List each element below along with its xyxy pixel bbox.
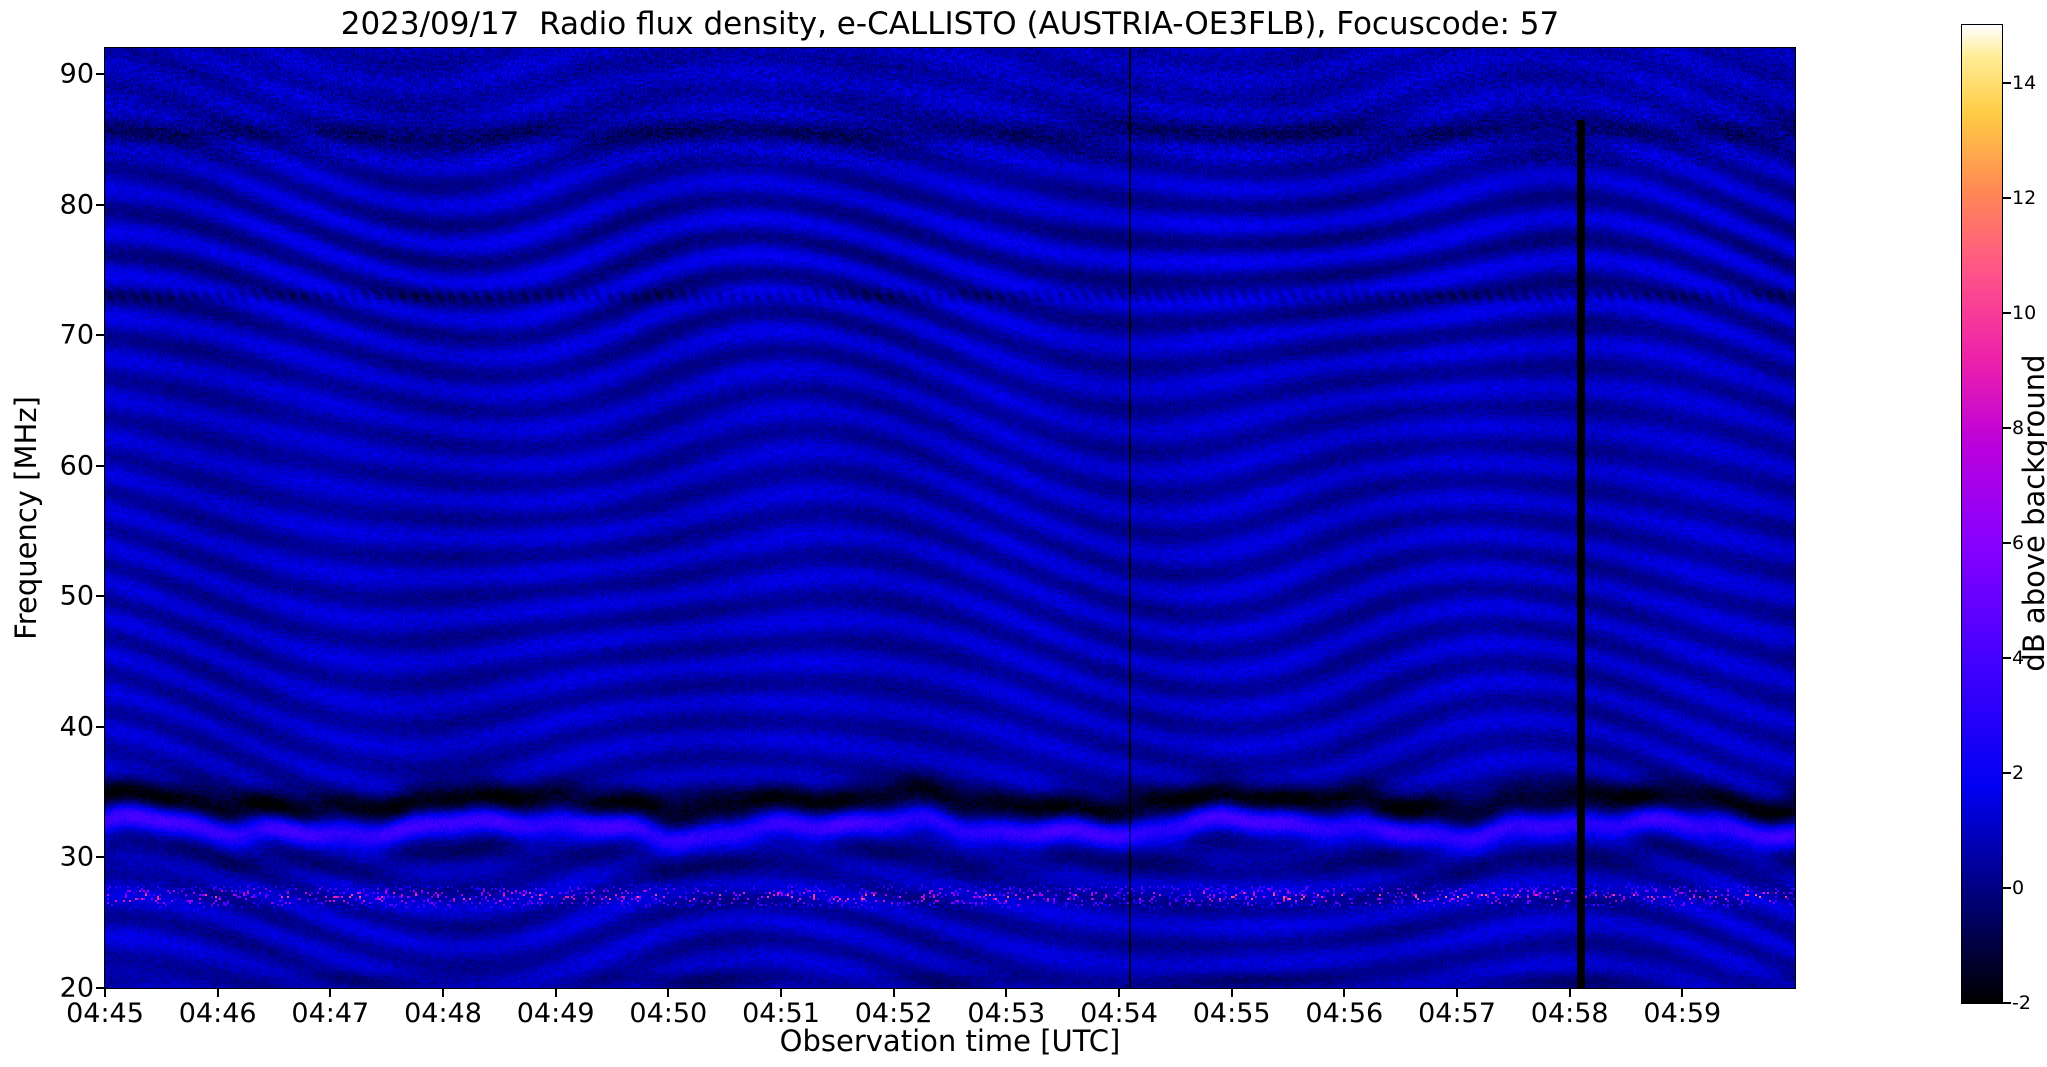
y-tick-label: 40	[59, 711, 94, 743]
x-tick-mark	[329, 988, 332, 997]
y-tick-mark	[96, 987, 105, 989]
colorbar-tick-label: -2	[2012, 992, 2031, 1014]
y-tick-mark	[96, 334, 105, 337]
chart-title: 2023/09/17 Radio flux density, e-CALLIST…	[340, 6, 1560, 42]
colorbar-tick-mark	[2003, 81, 2011, 84]
colorbar-tick-mark	[2003, 311, 2011, 314]
x-tick-label: 04:45	[66, 998, 144, 1029]
x-tick-mark	[104, 988, 106, 997]
x-tick-label: 04:46	[178, 998, 257, 1029]
colorbar-tick-label: 2	[2012, 761, 2025, 784]
colorbar-tick-label: 12	[2012, 186, 2037, 209]
x-tick-label: 04:58	[1530, 998, 1609, 1029]
y-tick-mark	[96, 856, 105, 859]
spectrogram-canvas	[105, 48, 1795, 988]
x-tick-mark	[554, 988, 557, 997]
y-tick-label: 30	[59, 841, 94, 873]
x-tick-mark	[1118, 988, 1120, 997]
x-tick-mark	[892, 988, 895, 997]
y-tick-label: 80	[59, 189, 94, 221]
x-tick-label: 04:48	[404, 998, 482, 1029]
x-tick-mark	[1230, 988, 1233, 997]
x-tick-label: 04:55	[1192, 998, 1271, 1029]
colorbar-tick-label: 6	[2012, 531, 2025, 554]
y-tick-mark	[96, 73, 105, 76]
colorbar-tick-mark	[2003, 196, 2011, 199]
x-tick-mark	[1005, 988, 1008, 997]
x-tick-mark	[216, 988, 219, 997]
x-tick-label: 04:51	[742, 998, 820, 1029]
colorbar-tick-label: 14	[2012, 71, 2037, 94]
colorbar	[1961, 24, 2003, 1004]
colorbar-tick-mark	[2003, 1002, 2011, 1004]
colorbar-tick-label: 0	[2012, 876, 2025, 899]
y-tick-mark	[96, 203, 105, 206]
y-tick-mark	[96, 464, 105, 467]
x-tick-mark	[1456, 988, 1458, 997]
y-tick-mark	[96, 725, 105, 728]
colorbar-tick-mark	[2003, 541, 2011, 544]
x-tick-label: 04:53	[967, 998, 1046, 1029]
x-tick-label: 04:57	[1418, 998, 1496, 1029]
colorbar-label: dB above background	[2017, 354, 2047, 672]
y-tick-mark	[96, 595, 105, 598]
colorbar-canvas	[1962, 25, 2002, 1003]
x-tick-label: 04:49	[516, 998, 595, 1029]
x-tick-label: 04:59	[1643, 998, 1722, 1029]
y-tick-label: 70	[59, 319, 94, 351]
y-tick-label: 90	[59, 58, 94, 90]
colorbar-tick-mark	[2003, 771, 2011, 774]
x-tick-mark	[1343, 988, 1346, 997]
x-tick-label: 04:50	[629, 998, 708, 1029]
x-axis-label: Observation time [UTC]	[779, 1024, 1121, 1058]
x-tick-mark	[780, 988, 782, 997]
colorbar-tick-label: 4	[2012, 646, 2025, 669]
plot-area	[104, 47, 1796, 989]
colorbar-tick-label: 8	[2012, 416, 2025, 439]
colorbar-tick-mark	[2003, 886, 2011, 889]
y-tick-label: 60	[59, 450, 94, 482]
colorbar-tick-mark	[2003, 426, 2011, 429]
x-tick-mark	[1681, 988, 1684, 997]
x-tick-label: 04:52	[854, 998, 933, 1029]
y-tick-label: 20	[59, 972, 94, 1004]
x-tick-label: 04:54	[1080, 998, 1158, 1029]
x-tick-mark	[667, 988, 670, 997]
x-tick-label: 04:47	[291, 998, 370, 1029]
x-tick-label: 04:56	[1305, 998, 1384, 1029]
colorbar-tick-mark	[2003, 656, 2011, 659]
x-tick-mark	[1568, 988, 1571, 997]
y-tick-label: 50	[59, 580, 94, 612]
x-tick-mark	[442, 988, 444, 997]
colorbar-tick-label: 10	[2012, 301, 2037, 324]
